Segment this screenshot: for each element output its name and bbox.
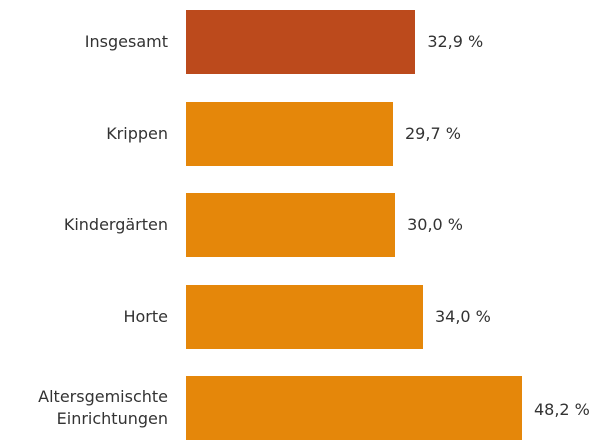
category-label: Horte: [123, 306, 168, 326]
value-label: 48,2 %: [533, 400, 590, 419]
category-label: Kindergärten: [63, 215, 168, 234]
category-label: Insgesamt: [84, 32, 168, 51]
bar: [186, 193, 396, 257]
value-label: 34,0 %: [434, 306, 491, 326]
value-label: 32,9 %: [427, 32, 484, 51]
bar: [186, 284, 423, 349]
category-label: Altersgemischte Einrichtungen: [38, 387, 168, 428]
bar: [186, 10, 416, 74]
value-label: 30,0 %: [407, 215, 464, 234]
category-label: Krippen: [106, 123, 168, 143]
bar: [186, 376, 522, 440]
bar: [186, 101, 393, 166]
value-label: 29,7 %: [405, 123, 461, 143]
